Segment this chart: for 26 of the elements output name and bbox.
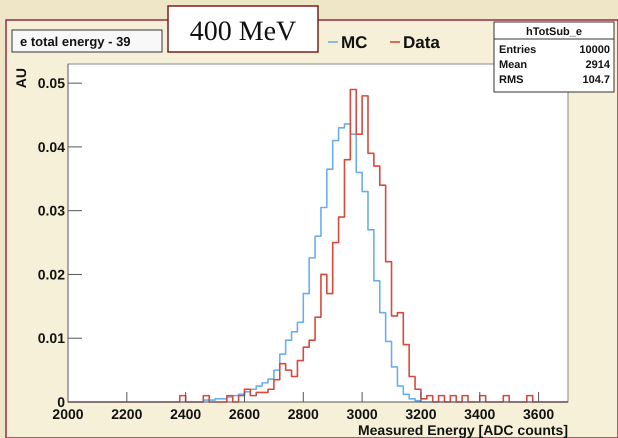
annotation: RMS — [499, 74, 524, 86]
x-axis-title: Measured Energy [ADC counts] — [358, 422, 568, 438]
x-tick-label: 3600 — [523, 406, 554, 422]
chart-title: e total energy - 39 — [20, 34, 131, 49]
y-tick-label: 0.04 — [38, 138, 66, 155]
text: 400 MeV — [190, 16, 296, 47]
annotation: Mean — [499, 59, 528, 71]
text: 2914 — [586, 59, 611, 71]
y-tick-label: 0.03 — [38, 202, 66, 219]
x-tick-label: 2400 — [170, 406, 202, 422]
y-tick-label: 0.02 — [38, 266, 66, 282]
y-tick-label: 0.05 — [38, 75, 66, 92]
x-tick-label: 3000 — [346, 406, 378, 422]
text: hTotSub_e — [526, 26, 582, 38]
x-tick-label: 3200 — [405, 406, 437, 422]
y-axis-title: AU — [13, 68, 29, 88]
text: 104.7 — [582, 74, 610, 86]
x-tick-label: 2600 — [228, 406, 260, 422]
x-tick-label: 2200 — [111, 406, 143, 422]
legend-label: MC — [341, 33, 368, 52]
x-tick-label: 2800 — [288, 406, 320, 422]
text: Entries — [499, 44, 536, 56]
y-tick-label: 0.01 — [38, 330, 66, 346]
text: 10000 — [579, 44, 610, 56]
x-tick-label: 3400 — [464, 406, 496, 422]
legend-label: Data — [403, 33, 440, 52]
